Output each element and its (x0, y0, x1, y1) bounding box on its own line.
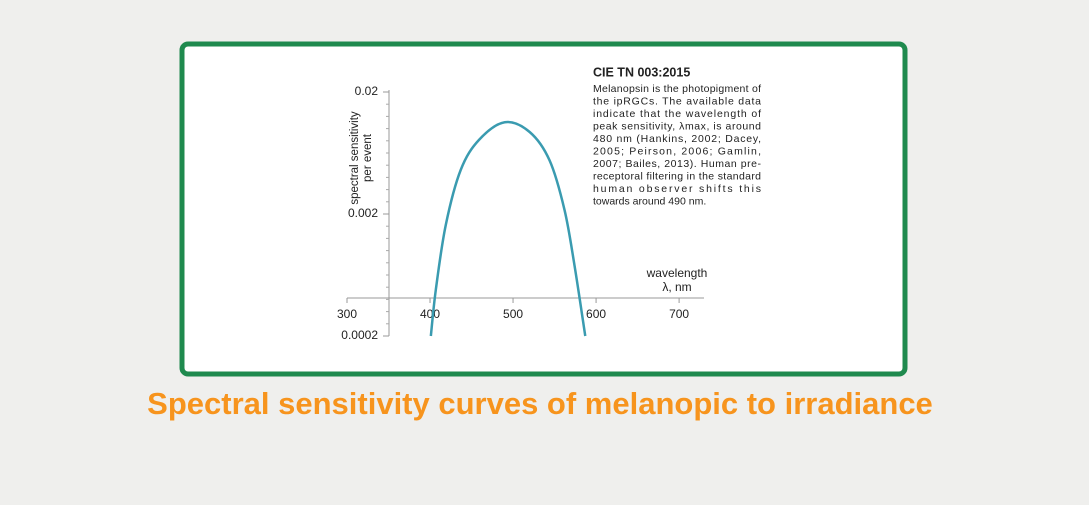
note-line: human observer shifts this (593, 183, 761, 195)
x-axis-label: λ, nm (662, 280, 691, 294)
chart-title: Spectral sensitivity curves of melanopic… (147, 386, 933, 421)
note-line: indicate that the wavelength of (593, 108, 761, 120)
card (179, 41, 908, 377)
x-tick-label: 400 (420, 307, 440, 321)
y-tick-label: 0.02 (355, 84, 379, 98)
x-axis-label: wavelength (646, 266, 708, 280)
y-axis-label: per event (362, 133, 374, 182)
note-title: CIE TN 003:2015 (593, 65, 690, 79)
note-line: Melanopsin is the photopigment of (593, 83, 761, 95)
y-axis-label: spectral sensitivity (349, 111, 361, 205)
note-line: the ipRGCs. The available data (593, 95, 761, 107)
x-tick-label: 500 (503, 307, 523, 321)
note-line: receptoral filtering in the standard (593, 170, 761, 182)
note-line: 2005; Peirson, 2006; Gamlin, (593, 145, 761, 157)
data-line (429, 120, 587, 337)
x-tick-label: 700 (669, 307, 689, 321)
x-tick-label: 300 (337, 307, 357, 321)
note-line: peak sensitivity, λmax, is around (593, 120, 761, 132)
note-line: 480 nm (Hankins, 2002; Dacey, (593, 133, 761, 145)
note-line: 2007; Bailes, 2013). Human pre- (593, 158, 762, 170)
y-tick-label: 0.002 (348, 206, 378, 220)
y-tick-label: 0.0002 (341, 328, 378, 342)
note-line: towards around 490 nm. (593, 195, 706, 207)
x-tick-label: 600 (586, 307, 606, 321)
